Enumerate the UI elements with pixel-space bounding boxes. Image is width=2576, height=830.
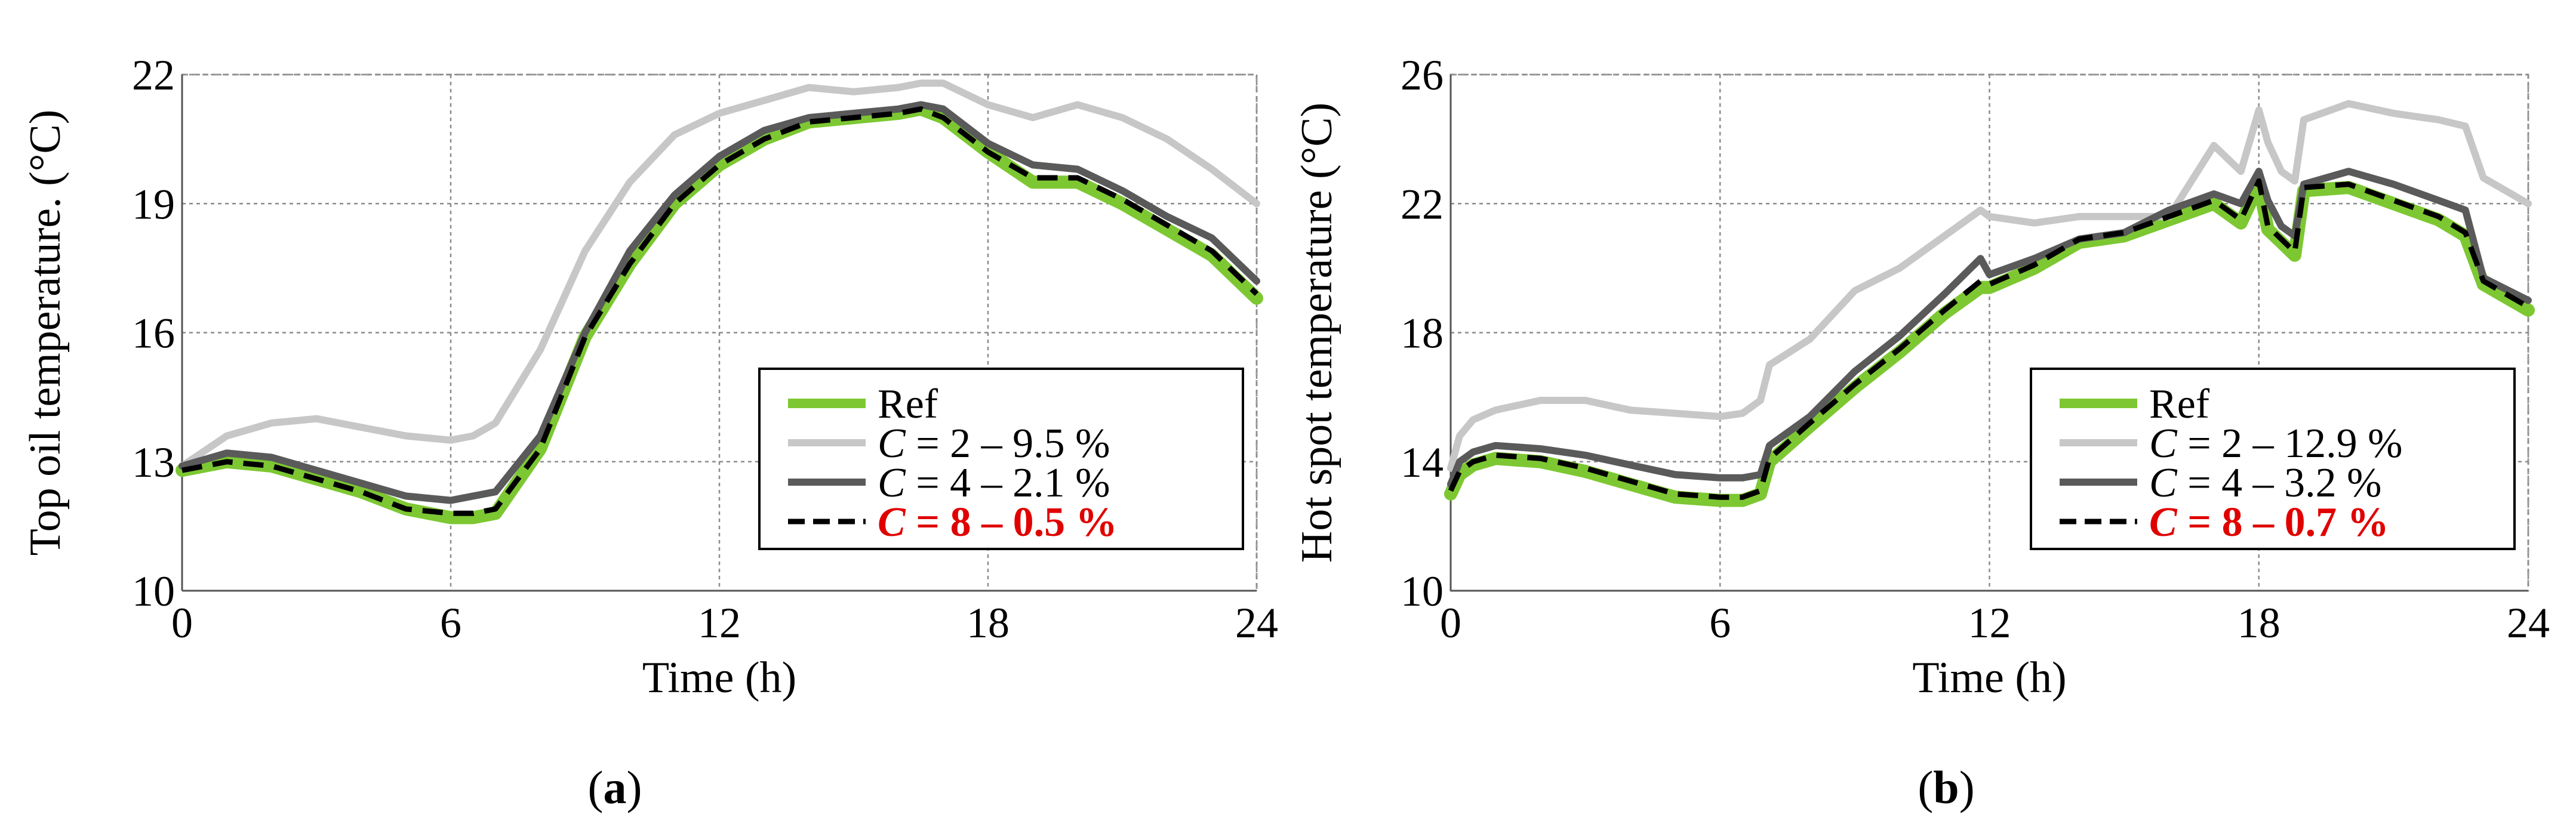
series-line-3 xyxy=(181,106,1259,516)
legend-label-1: C = 2 – 9.5 % xyxy=(878,421,1110,467)
legend-label-2: C = 4 – 3.2 % xyxy=(2149,460,2382,506)
series-line-0 xyxy=(1444,177,2535,507)
x-tick-label: 6 xyxy=(1709,599,1731,647)
subfigure-label-b: (b) xyxy=(1918,761,1975,813)
series-line-2 xyxy=(178,101,1260,504)
subfigure-label-a: (a) xyxy=(587,761,642,813)
y-tick-label: 22 xyxy=(1401,180,1444,228)
x-tick-label: 6 xyxy=(440,599,461,647)
x-tick-label: 18 xyxy=(2238,599,2280,647)
legend-label-0: Ref xyxy=(878,381,938,427)
x-tick-label: 24 xyxy=(1235,599,1278,647)
y-axis-title: Hot spot temperature (°C) xyxy=(1292,103,1341,563)
series-line-1 xyxy=(1447,100,2532,472)
y-tick-label: 10 xyxy=(1401,567,1444,615)
y-tick-label: 26 xyxy=(1401,51,1444,99)
legend-label-3: C = 8 – 0.7 % xyxy=(2149,499,2389,545)
series-line-1 xyxy=(178,79,1260,470)
series-line-2 xyxy=(1447,168,2532,488)
y-axis-title: Top oil temperature. (°C) xyxy=(21,110,70,556)
y-tick-label: 13 xyxy=(132,439,175,486)
x-axis-title: Time (h) xyxy=(1912,653,2066,702)
legend-label-1: C = 2 – 12.9 % xyxy=(2149,421,2403,467)
x-tick-label: 12 xyxy=(1968,599,2011,647)
series-line-3 xyxy=(1448,178,2530,500)
x-tick-label: 12 xyxy=(698,599,741,647)
x-tick-label: 0 xyxy=(1440,599,1461,647)
legend-label-2: C = 4 – 2.1 % xyxy=(878,460,1110,506)
y-tick-label: 10 xyxy=(132,567,175,615)
legend-label-0: Ref xyxy=(2149,381,2210,427)
y-tick-label: 18 xyxy=(1401,310,1444,357)
y-tick-label: 19 xyxy=(132,180,175,228)
y-tick-label: 14 xyxy=(1401,439,1444,486)
legend-label-3: C = 8 – 0.5 % xyxy=(878,499,1118,545)
x-tick-label: 18 xyxy=(967,599,1010,647)
x-tick-label: 0 xyxy=(171,599,193,647)
x-axis-title: Time (h) xyxy=(642,653,796,702)
chart-panel-a: 0 6 12 18 24 10 13 16 19 22 Time (h) Top oil temper… xyxy=(21,51,1278,702)
x-tick-label: 24 xyxy=(2507,599,2550,647)
y-tick-label: 22 xyxy=(132,51,175,99)
chart-panel-b: 0 6 12 18 24 10 14 18 22 26 Time (h) Hot spot tempe… xyxy=(1292,51,2550,702)
y-tick-label: 16 xyxy=(132,310,175,357)
